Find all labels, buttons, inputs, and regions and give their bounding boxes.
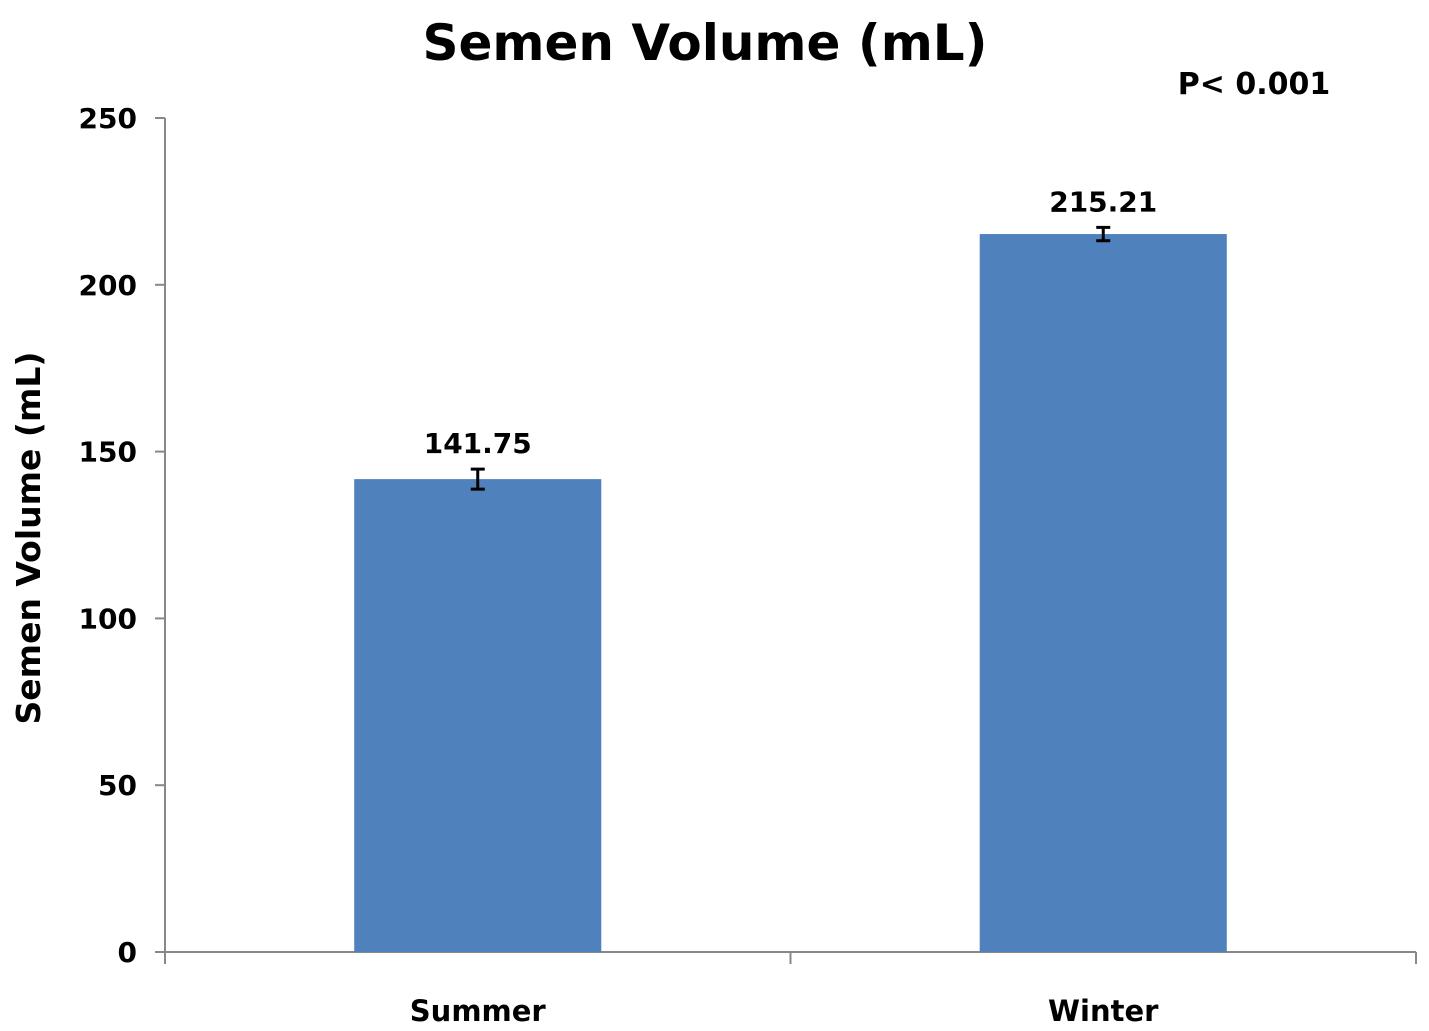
y-axis: 0 50 100 150 200 250 [79,102,166,969]
data-label: 215.21 [1049,185,1157,218]
data-label: 141.75 [424,427,532,460]
y-tick-label: 200 [79,269,137,302]
x-tick-label: Winter [1048,994,1159,1028]
y-tick-label: 50 [98,769,137,802]
y-tick-label: 250 [79,102,137,135]
y-tick-label: 0 [118,936,137,969]
p-value-annotation: P< 0.001 [1178,67,1330,102]
y-axis-label: Semen Volume (mL) [9,352,48,725]
bar-summer [354,479,602,952]
x-tick-label: Summer [410,994,547,1028]
chart-title: Semen Volume (mL) [422,14,987,72]
x-axis: Summer Winter [164,951,1417,1028]
y-tick-label: 150 [79,436,137,469]
y-tick-label: 100 [79,602,137,635]
bars: 141.75 215.21 [354,185,1227,952]
bar-winter [979,234,1227,952]
